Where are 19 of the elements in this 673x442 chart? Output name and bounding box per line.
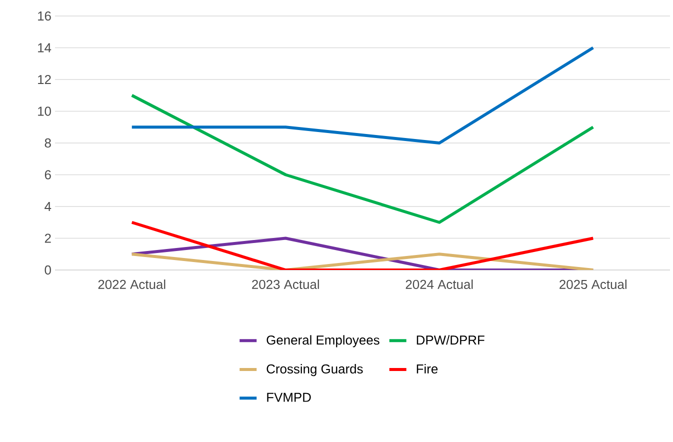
x-tick-label: 2023 Actual bbox=[252, 280, 319, 290]
line-series bbox=[130, 94, 595, 224]
y-tick-label: 14 bbox=[38, 43, 52, 52]
y-tick-label: 6 bbox=[44, 170, 51, 180]
y-tick-label: 16 bbox=[38, 11, 51, 21]
y-tick-label: 10 bbox=[38, 106, 51, 116]
legend-label: General Employees bbox=[266, 335, 380, 348]
x-tick-label: 2025 Actual bbox=[560, 280, 626, 290]
legend-label: Crossing Guards bbox=[266, 364, 363, 376]
legend-label: Fire bbox=[416, 364, 438, 374]
legend-label: FVMPD bbox=[267, 392, 311, 402]
y-tick-label: 8 bbox=[44, 138, 51, 148]
y-tick-label: 0 bbox=[44, 265, 51, 275]
y-tick-label: 12 bbox=[38, 74, 51, 84]
legend-label: DPW/DPRF bbox=[416, 335, 484, 345]
y-tick-label: 4 bbox=[44, 202, 52, 211]
y-tick-label: 2 bbox=[44, 234, 51, 243]
x-tick-label: 2024 Actual bbox=[406, 280, 473, 290]
x-tick-label: 2022 Actual bbox=[98, 280, 166, 290]
